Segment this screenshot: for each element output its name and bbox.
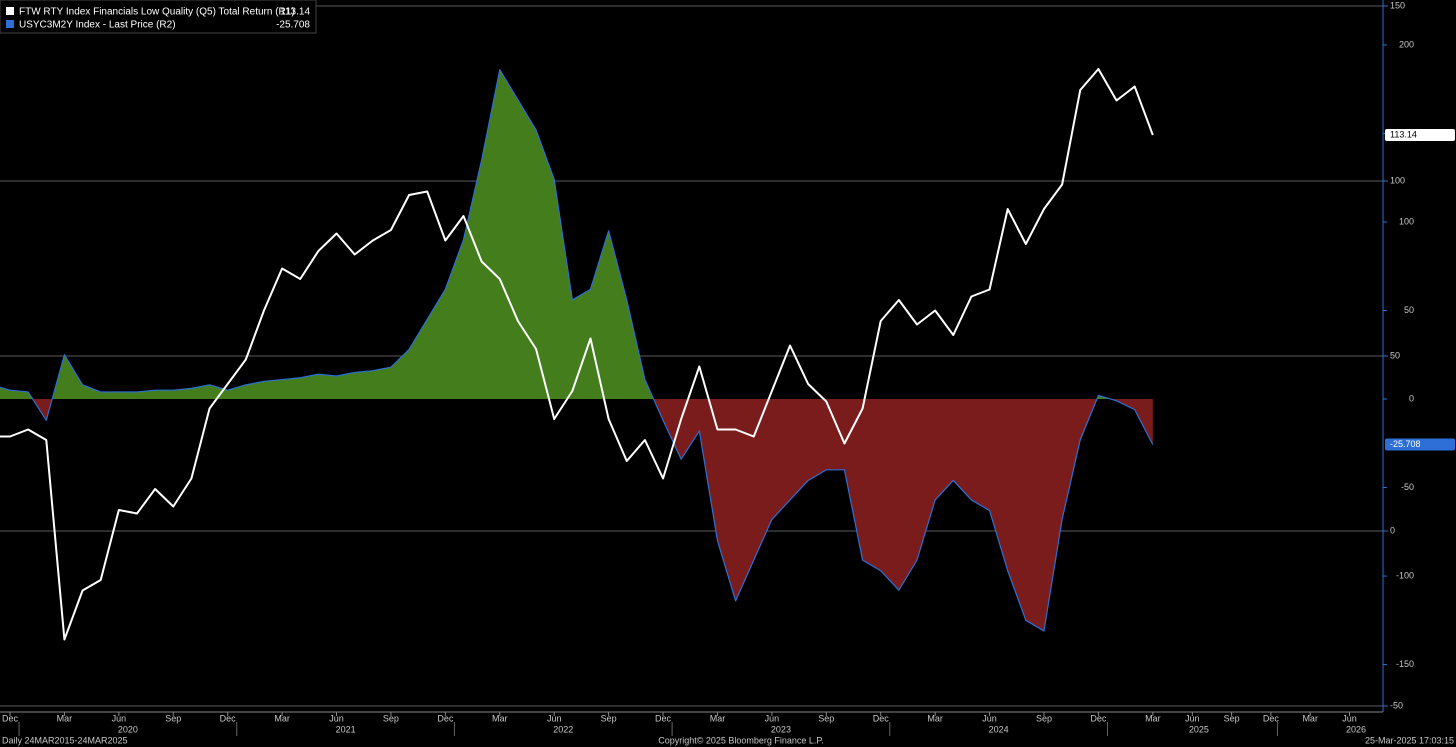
x-tick-label: Mar [927, 713, 943, 723]
year-label: 2025 [1189, 724, 1209, 734]
legend: FTW RTY Index Financials Low Quality (Q5… [0, 0, 317, 34]
year-label: 2020 [118, 724, 138, 734]
x-tick-label: Mar [710, 713, 726, 723]
x-tick-label: Jun [547, 713, 562, 723]
y-tick-label: 50 [1390, 350, 1400, 360]
y-tick-label: 0 [1390, 525, 1395, 535]
y2-tick-label: -150 [1396, 659, 1414, 669]
x-tick-label: Dec [873, 713, 890, 723]
y2-tick-label: -50 [1401, 482, 1414, 492]
x-tick-label: Mar [57, 713, 73, 723]
x-tick-label: Jun [765, 713, 780, 723]
last-value-label: 113.14 [1390, 129, 1417, 139]
y2-tick-label: 0 [1409, 393, 1414, 403]
x-tick-label: Sep [601, 713, 617, 723]
x-tick-label: Dec [655, 713, 672, 723]
legend-swatch [6, 20, 14, 28]
y2-tick-label: 50 [1404, 305, 1414, 315]
x-tick-label: Sep [1036, 713, 1052, 723]
year-label: 2023 [771, 724, 791, 734]
y-tick-label: -50 [1390, 700, 1403, 710]
x-tick-label: Dec [1263, 713, 1280, 723]
x-tick-label: Jun [329, 713, 344, 723]
last-value-tag [1385, 129, 1455, 142]
x-tick-label: Mar [1302, 713, 1318, 723]
legend-label: FTW RTY Index Financials Low Quality (Q5… [19, 7, 295, 18]
legend-swatch [6, 7, 14, 15]
x-tick-label: Dec [2, 713, 19, 723]
y2-tick-label: 100 [1399, 216, 1414, 226]
last-value-tag [1385, 438, 1455, 451]
plot-area [0, 68, 1154, 641]
x-tick-label: Sep [818, 713, 834, 723]
y-tick-label: 100 [1390, 175, 1405, 185]
x-tick-label: Sep [165, 713, 181, 723]
x-tick-label: Mar [274, 713, 290, 723]
legend-label: USYC3M2Y Index - Last Price (R2) [19, 20, 176, 31]
area-positive [0, 69, 1111, 400]
y2-tick-label: 200 [1399, 39, 1414, 49]
x-tick-label: Dec [437, 713, 454, 723]
year-label: 2022 [553, 724, 573, 734]
year-label: 2024 [989, 724, 1009, 734]
year-label: 2026 [1346, 724, 1366, 734]
footer-center: Copyright© 2025 Bloomberg Finance L.P. [658, 735, 824, 745]
x-tick-label: Mar [1145, 713, 1161, 723]
x-tick-label: Jun [1185, 713, 1200, 723]
footer-left: Daily 24MAR2015-24MAR2025 [2, 735, 128, 745]
legend-last-value: 113.14 [280, 7, 310, 18]
area-negative [0, 399, 1153, 631]
x-tick-label: Jun [1342, 713, 1357, 723]
last-value-label: -25.708 [1390, 439, 1421, 449]
x-tick-label: Dec [220, 713, 237, 723]
series-line [0, 69, 1154, 632]
legend-box [0, 0, 317, 34]
y2-tick-label: -100 [1396, 570, 1414, 580]
x-tick-label: Jun [112, 713, 127, 723]
x-tick-label: Jun [982, 713, 997, 723]
x-tick-label: Mar [492, 713, 508, 723]
x-tick-label: Sep [1224, 713, 1240, 723]
legend-last-value: -25.708 [276, 20, 310, 31]
series-line [0, 68, 1154, 641]
footer-right: 25-Mar-2025 17:03:15 [1365, 735, 1454, 745]
y-tick-label: 150 [1390, 0, 1405, 10]
x-tick-label: Sep [383, 713, 399, 723]
x-tick-label: Dec [1090, 713, 1107, 723]
year-label: 2021 [336, 724, 356, 734]
